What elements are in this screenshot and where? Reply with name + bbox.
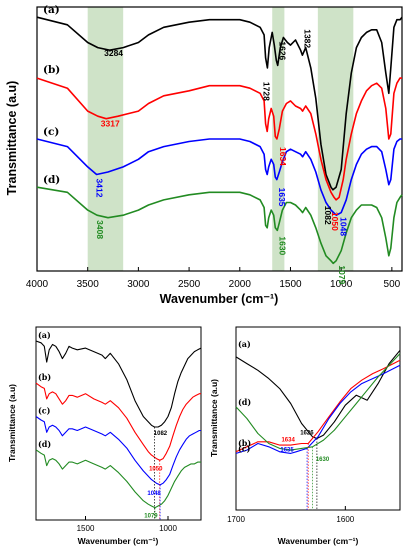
curve-label-d: (d) — [38, 439, 51, 449]
peak-label: 1050 — [330, 212, 340, 231]
peak-label: 1082 — [154, 431, 168, 437]
x-tick-label: 4000 — [26, 279, 49, 290]
curve-label-d: (d) — [43, 174, 60, 186]
x-tick-label: 3000 — [127, 279, 150, 290]
curve-label-b: (b) — [38, 372, 51, 382]
x-tick-label: 500 — [384, 279, 401, 290]
curve-label-a: (a) — [43, 4, 60, 16]
x-axis-ticks: 4000 3500 3000 2500 2000 1500 1000 500 — [26, 267, 401, 290]
x-tick-label: 2500 — [178, 279, 201, 290]
series-d-line — [35, 449, 201, 509]
zoom-right-annotations: 1626 1634 1635 1630 — [280, 430, 330, 510]
peak-label: 1082 — [323, 206, 333, 225]
curve-label-a: (a) — [38, 330, 51, 340]
spectrum-curves — [36, 16, 403, 265]
peak-label: 1634 — [278, 147, 288, 166]
zoom-right-x-axis-title: Wavenumber (cm⁻¹) — [278, 536, 359, 546]
zoom-right-frame — [235, 326, 401, 511]
x-tick-label: 1500 — [77, 524, 95, 533]
x-tick-label: 1000 — [159, 524, 177, 533]
zoom-left-x-axis-title: Wavenumber (cm⁻¹) — [78, 536, 159, 546]
main-y-axis-title: Transmittance (a.u) — [5, 81, 19, 196]
peak-label: 1079 — [144, 514, 158, 520]
zoom-left-annotations: 1082 1050 1048 1079 — [144, 427, 168, 520]
peak-label: 1630 — [277, 236, 287, 255]
highlight-bands — [87, 7, 354, 271]
curve-labels: (a) (b) (c) (d) — [43, 4, 60, 186]
main-x-axis-title: Wavenumber (cm⁻¹) — [160, 292, 279, 306]
zoom-right-x-ticks: 1700 1600 — [227, 506, 355, 524]
x-tick-label: 1000 — [330, 279, 353, 290]
zoom-left-frame — [35, 326, 202, 521]
peak-label: 3284 — [104, 48, 123, 58]
curve-label-c: (c) — [238, 443, 251, 453]
peak-label: 1626 — [278, 41, 288, 60]
peak-label: 1050 — [149, 466, 163, 472]
series-b-line — [36, 77, 402, 201]
zoom-right-curves — [235, 349, 401, 454]
peak-label: 1382 — [302, 29, 312, 48]
series-d-line — [36, 186, 403, 265]
peak-label: 1635 — [280, 447, 294, 453]
series-c-line — [35, 416, 201, 486]
curve-label-a: (a) — [238, 339, 251, 349]
curve-label-c: (c) — [38, 405, 51, 415]
curve-label-b: (b) — [43, 64, 60, 76]
zoom-left-curves — [35, 340, 202, 509]
zoom-left-curve-labels: (a) (b) (c) (d) — [38, 330, 51, 449]
series-b-line — [35, 382, 201, 461]
curve-label-c: (c) — [43, 126, 59, 138]
x-tick-label: 1700 — [227, 515, 245, 524]
x-tick-label: 1500 — [279, 279, 302, 290]
peak-label: 1630 — [316, 457, 330, 463]
x-tick-label: 3500 — [77, 279, 100, 290]
series-a-line — [235, 349, 401, 440]
peak-label: 1626 — [300, 430, 314, 436]
zoom-left-x-ticks: 1500 1000 — [77, 516, 177, 533]
peak-label: 1079 — [337, 265, 347, 284]
x-tick-label: 1600 — [336, 515, 354, 524]
series-a-line — [35, 340, 202, 428]
zoom-right-y-axis-title: Transmittance (a.u) — [209, 379, 219, 457]
peak-label: 3317 — [101, 119, 120, 129]
zoom-right-curve-labels: (a) (b)(c) (d) — [238, 339, 251, 453]
series-d-line — [235, 353, 401, 451]
peak-label: 3412 — [95, 179, 105, 198]
curve-label-d: (d) — [238, 397, 251, 407]
zoom-panel-1000: 1500 1000 (a) (b) (c) (d) 1082 1050 1048 1079 W… — [7, 326, 202, 546]
x-tick-label: 2000 — [229, 279, 252, 290]
series-c-line — [36, 138, 402, 216]
main-ftir-panel: 4000 3500 3000 2500 2000 1500 1000 500 (a) (b) (c… — [5, 4, 403, 306]
peak-label: 1728 — [261, 82, 271, 101]
peak-annotations: 3284 1728 1626 1382 1082 3317 1634 1050 3412 1635… — [95, 29, 349, 284]
highlight-band-1 — [87, 7, 124, 271]
highlight-band-2 — [272, 7, 285, 271]
peak-label: 1634 — [281, 437, 295, 443]
zoom-left-y-axis-title: Transmittance (a.u) — [7, 384, 17, 462]
peak-label: 1048 — [338, 217, 348, 236]
peak-label: 3408 — [95, 220, 105, 239]
zoom-panel-1600: 1700 1600 (a) (b)(c) (d) 1626 1634 1635 1630 W… — [209, 326, 401, 546]
peak-label: 1635 — [277, 188, 287, 207]
curve-label-b: (b) — [238, 438, 251, 448]
peak-label: 1048 — [147, 491, 161, 497]
series-a-line — [36, 16, 403, 191]
series-c-line — [235, 364, 401, 454]
series-b-line — [235, 359, 401, 453]
